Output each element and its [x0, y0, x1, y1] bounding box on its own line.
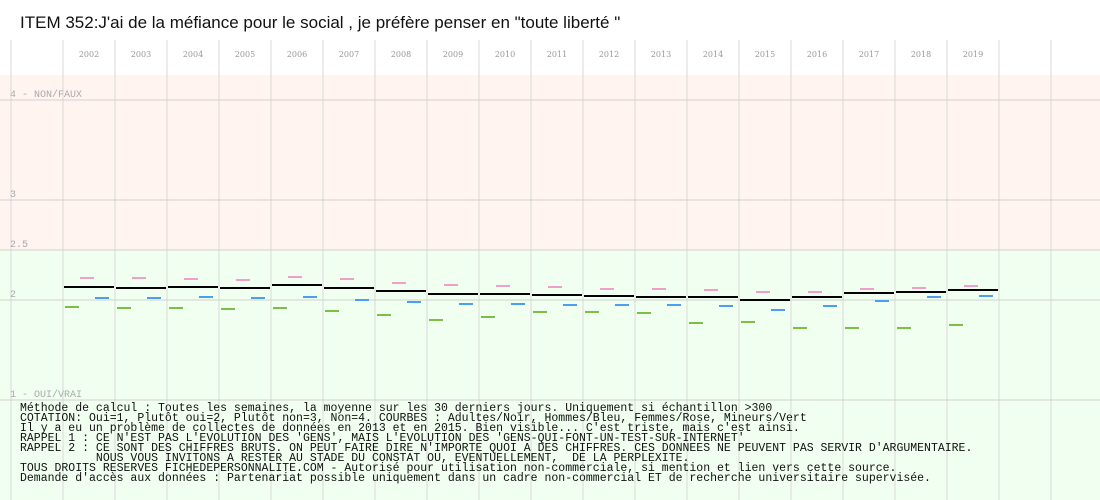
y-tick-label: 2.5: [10, 240, 28, 251]
x-tick-label: 2014: [703, 50, 723, 59]
note-line: COTATION: Oui=1, Plutôt oui=2, Plutôt no…: [20, 412, 807, 425]
x-tick-label: 2006: [287, 50, 307, 59]
marks: [64, 276, 998, 329]
x-tick-label: 2013: [651, 50, 671, 59]
x-tick-label: 2016: [807, 50, 827, 59]
x-tick-label: 2018: [911, 50, 931, 59]
x-tick-label: 2008: [391, 50, 411, 59]
x-tick-label: 2017: [859, 50, 879, 59]
note-line: NOUS VOUS INVITONS A RESTER AU STADE DU …: [20, 452, 689, 465]
note-line: Méthode de calcul : Toutes les semaines,…: [20, 402, 772, 415]
zone-upper: [0, 75, 1100, 250]
note-line: RAPPEL 1 : CE N'EST PAS L'EVOLUTION DES …: [20, 432, 745, 445]
note-line: TOUS DROITS RESERVES FICHEDEPERSONNALITE…: [20, 462, 896, 475]
x-tick-label: 2003: [131, 50, 151, 59]
x-tick-label: 2002: [79, 50, 99, 59]
note-line: Il y a eu un problème de collectes de do…: [20, 422, 800, 435]
notes: Méthode de calcul : Toutes les semaines,…: [20, 402, 972, 485]
x-tick-label: 2004: [183, 50, 203, 59]
x-tick-label: 2015: [755, 50, 775, 59]
note-line: RAPPEL 2 : CE SONT DES CHIFFRES BRUTS. O…: [20, 442, 972, 455]
x-tick-label: 2012: [599, 50, 619, 59]
x-tick-label: 2011: [547, 50, 567, 59]
y-tick-label: 3: [10, 190, 16, 201]
x-tick-label: 2007: [339, 50, 359, 59]
x-tick-label: 2019: [963, 50, 983, 59]
y-tick-label: 1 - OUI/VRAI: [10, 389, 82, 401]
y-tick-label: 2: [10, 290, 16, 301]
note-line: Demande d'accès aux données : Partenaria…: [20, 472, 931, 485]
y-tick-label: 4 - NON/FAUX: [10, 89, 82, 101]
chart-title: ITEM 352:J'ai de la méfiance pour le soc…: [20, 13, 620, 32]
x-tick-label: 2010: [495, 50, 515, 59]
grid: 1 - OUI/VRAI 2 2.5 3 4 - NON/FAUX 2002 2003 200…: [0, 40, 1100, 500]
x-tick-label: 2005: [235, 50, 255, 59]
x-tick-label: 2009: [443, 50, 463, 59]
